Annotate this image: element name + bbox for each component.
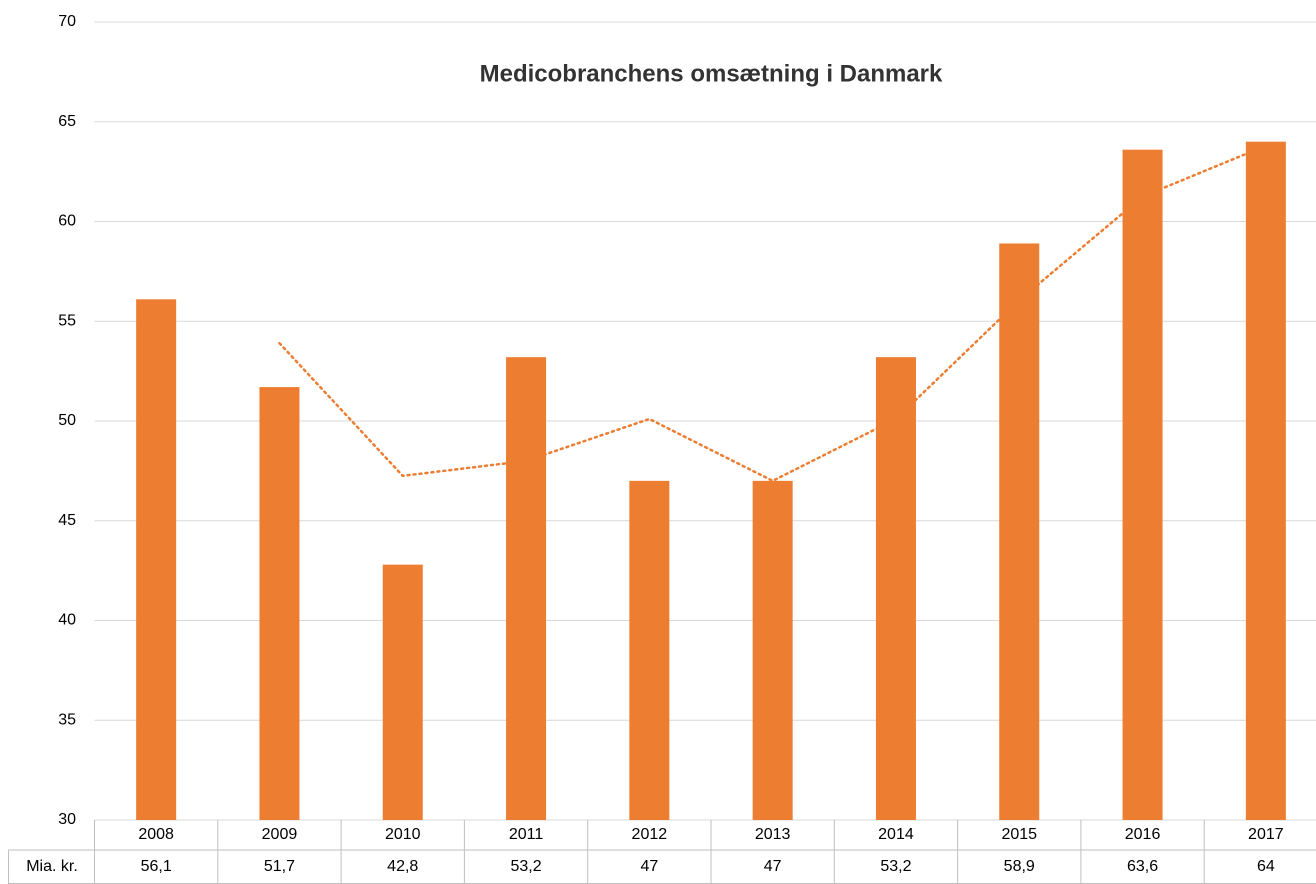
trendline [278,144,1268,483]
chart-title: Medicobranchens omsætning i Danmark [480,60,943,87]
bar [259,387,300,820]
data-label: 56,1 [141,858,172,875]
x-tick-label: 2013 [755,826,791,843]
y-tick-label: 60 [58,213,76,230]
y-tick-label: 65 [58,113,76,130]
y-tick-label: 45 [58,512,76,529]
y-tick-label: 70 [58,13,76,30]
y-tick-label: 30 [58,811,76,828]
data-label: 47 [640,858,658,875]
x-tick-label: 2015 [1001,826,1037,843]
data-label: 53,2 [880,858,911,875]
x-tick-label: 2014 [878,826,914,843]
bar [999,243,1040,820]
x-tick-label: 2008 [138,826,174,843]
y-tick-label: 55 [58,312,76,329]
bar [752,480,793,820]
bar [136,299,177,820]
x-tick-label: 2011 [509,826,544,843]
bar [875,357,916,820]
x-tick-label: 2017 [1248,826,1284,843]
data-label: 64 [1257,858,1275,875]
bar [629,480,670,820]
bar [1245,141,1286,820]
data-label: 47 [764,858,782,875]
data-label: 42,8 [387,858,418,875]
y-tick-label: 35 [58,711,76,728]
x-tick-label: 2009 [262,826,298,843]
data-label: 63,6 [1127,858,1158,875]
x-tick-label: 2010 [385,826,421,843]
bar [382,564,423,820]
y-tick-label: 40 [58,612,76,629]
y-tick-label: 50 [58,412,76,429]
x-tick-label: 2012 [632,826,668,843]
data-label: 53,2 [510,858,541,875]
bar [506,357,547,820]
x-tick-label: 2016 [1125,826,1161,843]
legend-label: Mia. kr. [26,858,78,875]
data-label: 51,7 [264,858,295,875]
bar [1122,149,1163,820]
data-label: 58,9 [1004,858,1035,875]
